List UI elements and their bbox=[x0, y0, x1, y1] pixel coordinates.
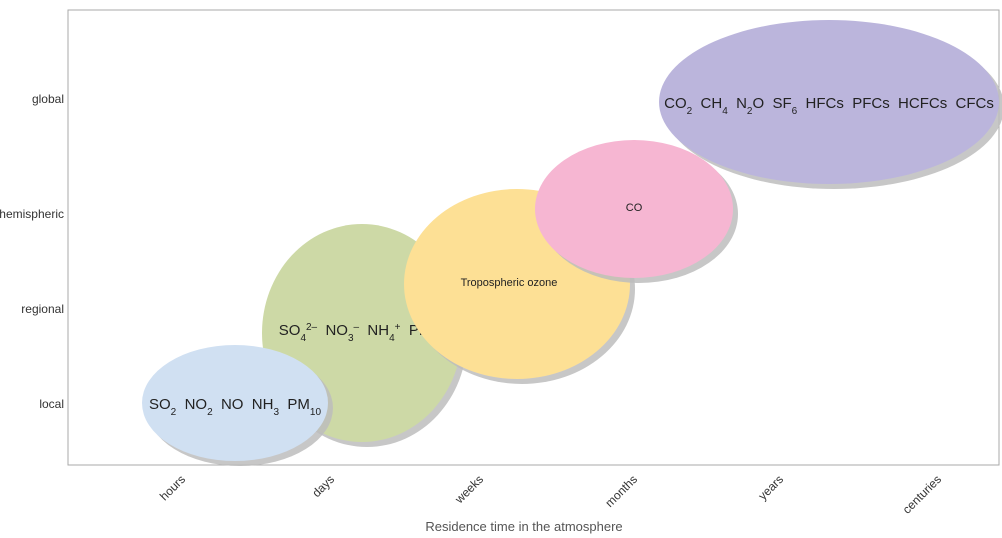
x-axis-title: Residence time in the atmosphere bbox=[425, 519, 622, 534]
bubble-local-pollutants: SO2 NO2 NO NH3 PM10 bbox=[142, 345, 328, 461]
x-label-hours: hours bbox=[157, 472, 188, 503]
plot-frame bbox=[67, 9, 1000, 466]
y-label-hemispheric: hemispheric bbox=[0, 207, 64, 221]
bubble-shape-local-pollutants bbox=[142, 345, 328, 461]
x-label-months: months bbox=[602, 472, 640, 510]
y-label-global: global bbox=[32, 92, 64, 106]
x-label-days: days bbox=[309, 472, 337, 500]
bubble-label-local-pollutants: SO2 NO2 NO NH3 PM10 bbox=[149, 396, 321, 418]
y-axis-labels: global hemispheric regional local bbox=[0, 92, 64, 411]
x-label-centuries: centuries bbox=[900, 472, 944, 516]
bubble-shape-greenhouse-gases bbox=[659, 20, 999, 184]
bubbles-layer: SO42– NO3– NH4+ PM2.5 SO2 NO2 NO NH3 PM10… bbox=[142, 20, 999, 461]
bubble-label-greenhouse-gases: CO2 CH4 N2O SF6 HFCs PFCs HCFCs CFCs bbox=[664, 95, 994, 117]
y-label-regional: regional bbox=[21, 302, 64, 316]
bubble-label-co: CO bbox=[626, 202, 643, 214]
bubble-label-regional-pollutants: SO42– NO3– NH4+ PM2.5 bbox=[279, 322, 446, 344]
bubble-label-tropospheric-ozone: Tropospheric ozone bbox=[461, 277, 558, 289]
x-axis-labels: hours days weeks months years centuries bbox=[157, 472, 944, 516]
bubble-shape-co bbox=[535, 140, 733, 278]
x-label-years: years bbox=[755, 472, 786, 503]
bubble-greenhouse-gases: CO2 CH4 N2O SF6 HFCs PFCs HCFCs CFCs bbox=[659, 20, 999, 184]
bubble-co: CO bbox=[535, 140, 733, 278]
y-label-local: local bbox=[39, 397, 64, 411]
x-label-weeks: weeks bbox=[451, 472, 486, 507]
